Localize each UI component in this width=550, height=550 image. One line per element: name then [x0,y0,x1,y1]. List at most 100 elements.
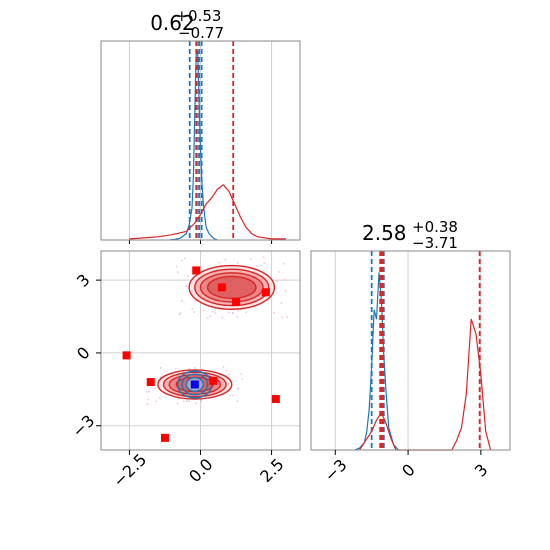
red-square-marker [261,288,270,297]
panel-3-title-sub: −3.71 [412,234,458,252]
sample-point [195,402,198,405]
panel-3-title-value: 2.58 [362,221,407,245]
sample-point [236,262,239,264]
sample-point [159,376,162,378]
sample-point [228,311,230,314]
red-square-marker [192,266,201,275]
sample-point [277,270,280,273]
sample-point [180,259,183,262]
sample-point [218,261,221,264]
sample-point [155,400,158,403]
red-square-marker [146,378,155,387]
blue-histogram-line [354,272,399,451]
panel-1-title-sub: −0.77 [178,24,224,42]
sample-point [193,300,196,303]
sample-point [249,258,252,261]
sample-point [232,312,234,315]
red-square-marker [217,283,226,292]
panel-3-title: 2.58 +0.38 −3.71 [362,217,463,252]
sample-point [229,394,232,397]
sample-point [284,289,287,292]
sample-point [200,400,203,403]
red-square-marker [271,395,280,404]
red-histogram-line [358,318,492,451]
sample-point [236,316,239,318]
panel-1-title-value: 0.62 [150,11,195,35]
sample-point [282,262,285,265]
sample-point [263,262,266,265]
sample-point [281,316,284,319]
sample-point [262,256,265,259]
sample-point [188,400,191,403]
sample-point [236,400,239,403]
sample-point [185,285,188,288]
red-contour-level [206,275,257,300]
panel-2-xtick-label: −2.5 [109,450,150,491]
sample-point [146,391,148,393]
red-square-marker [160,433,169,442]
sample-point [159,366,162,369]
sample-point [225,369,228,372]
panel-3-title-sup: +0.38 [412,218,458,236]
sample-point [193,311,196,314]
sample-point [221,316,224,319]
sample-point [206,317,209,319]
sample-point [146,403,149,406]
sample-point [193,367,196,369]
sample-point [209,315,211,318]
blue-contour-level [181,373,209,396]
sample-point [237,387,240,390]
sample-point [179,312,182,314]
panel-1-title: 0.62 +0.53 −0.77 [150,6,226,42]
sample-point [245,311,248,314]
panel-2-ytick-label: 3 [73,270,94,291]
sample-point [183,257,186,260]
sample-point [202,309,205,312]
sample-point [240,378,243,380]
marginal-panel-param-2: 2.58 +0.38 −3.71 −3 0 3 [310,217,511,485]
blue-histogram-line [169,50,218,241]
panel-3-frame [310,250,511,451]
sample-point [211,310,214,313]
marginal-panel-param-1: 0.62 +0.53 −0.77 [100,6,301,244]
sample-point [186,399,189,401]
sample-point [280,302,283,305]
sample-point [178,313,181,316]
sample-point [286,316,288,319]
joint-panel: −2.5 0.0 2.5 −3 0 3 [68,250,301,491]
sample-point [191,308,194,310]
panel-3-xtick-label: 3 [471,460,492,481]
sample-point [276,280,278,283]
sample-point [159,397,161,400]
panel-3-xtick-label: −3 [321,455,351,485]
sample-point [228,373,231,376]
panel-3-xtick-label: 0 [398,460,419,481]
red-square-marker [209,376,218,385]
sample-point [185,400,188,403]
sample-point [176,271,179,274]
sample-point [181,299,184,302]
panel-2-xtick-label: 2.5 [256,455,287,486]
sample-point [283,279,286,281]
sample-point [154,387,156,390]
sample-point [240,372,243,375]
sample-point [187,275,189,277]
sample-point [273,312,275,314]
red-square-marker [122,351,131,360]
sample-point [224,258,227,261]
sample-point [182,400,185,403]
panel-1-title-sup: +0.53 [175,7,221,25]
sample-point [214,312,217,315]
panel-2-ytick-label: 0 [73,343,94,364]
sample-point [260,264,263,267]
red-histogram-line [129,183,286,240]
sample-point [176,402,179,405]
panel-1-frame [100,40,301,241]
sample-point [175,265,178,268]
sample-point [148,390,150,393]
sample-point [222,366,225,368]
sample-point [256,265,259,267]
red-square-marker [232,297,241,306]
sample-point [231,394,234,397]
